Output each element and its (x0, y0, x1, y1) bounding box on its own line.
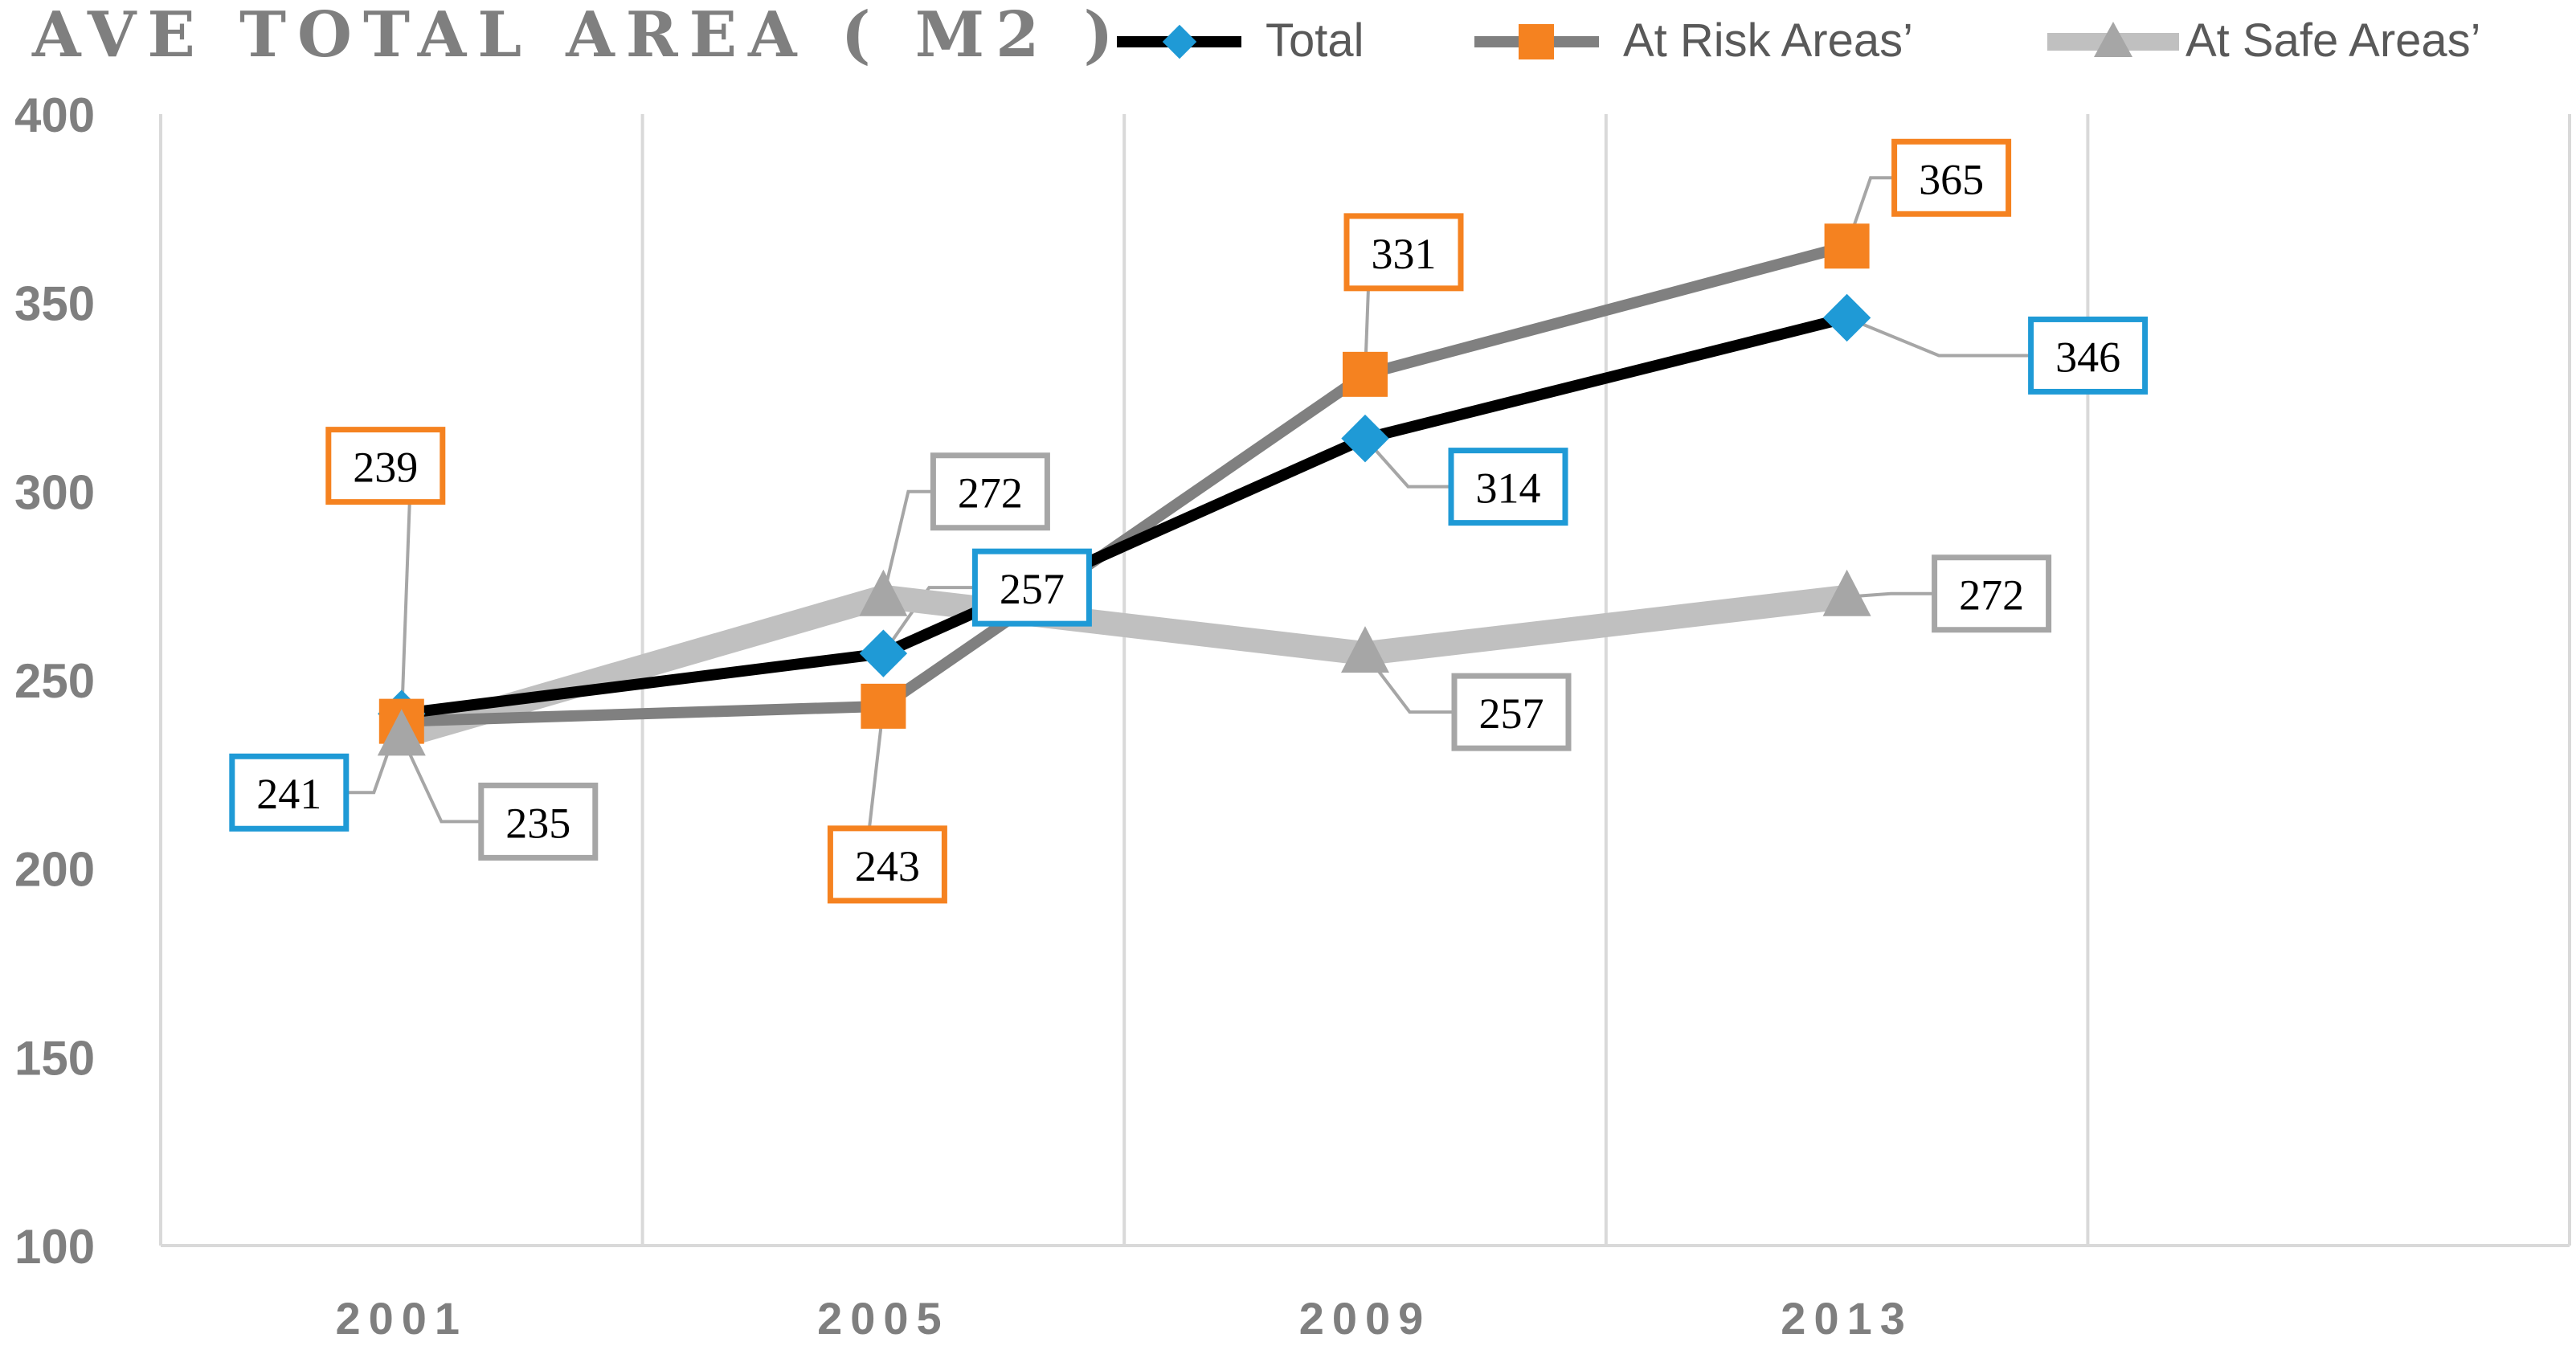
data-point-total (1822, 293, 1871, 342)
data-label: 272 (1959, 571, 2024, 620)
data-point-at-risk (1343, 351, 1388, 397)
data-label-box (1891, 138, 2012, 217)
y-tick-label: 400 (14, 88, 95, 142)
data-label-connector (881, 489, 934, 598)
data-label-connector (1364, 652, 1454, 714)
data-point-total (859, 629, 908, 677)
data-label-box (478, 782, 599, 861)
data-label: 272 (958, 469, 1023, 518)
data-label-connector (881, 586, 975, 655)
data-label: 314 (1476, 464, 1541, 513)
data-label-connectors (346, 176, 2031, 830)
data-point-at-safe (1341, 626, 1389, 673)
legend: Total At Risk Areas’ At Safe Areas’ (1117, 14, 2481, 67)
legend-item-at-risk: At Risk Areas’ (1474, 14, 1913, 67)
data-label-connector (1364, 437, 1451, 489)
x-tick-label: 2009 (1299, 1293, 1432, 1344)
chart-title: AVE TOTAL AREA ( M2 ) (31, 0, 1124, 72)
y-tick-label: 250 (14, 654, 95, 708)
data-label-connector (399, 735, 481, 824)
data-label-connector (1846, 591, 1935, 599)
y-tick-label: 350 (14, 277, 95, 331)
data-label: 257 (1479, 689, 1544, 738)
data-label-box (827, 825, 947, 904)
data-label: 257 (1000, 565, 1065, 613)
data-label-box (1343, 213, 1464, 292)
legend-marker-at-safe (2094, 22, 2132, 57)
data-label: 346 (2055, 333, 2120, 381)
legend-label-at-safe: At Safe Areas’ (2186, 14, 2481, 67)
data-label: 241 (256, 770, 321, 818)
data-label-box (930, 452, 1050, 531)
y-tick-label: 100 (14, 1220, 95, 1274)
y-tick-label: 150 (14, 1031, 95, 1085)
series-line-0 (400, 312, 1849, 720)
legend-marker-at-risk (1519, 24, 1554, 59)
legend-label-at-risk: At Risk Areas’ (1623, 14, 1913, 67)
data-label: 243 (855, 842, 920, 890)
data-label-box (1451, 673, 1572, 751)
axes: 100 150 200 250 300 350 400 2001 2005 2009 2013 (14, 88, 2570, 1344)
series-line-2 (398, 584, 1849, 748)
data-point-at-safe (859, 569, 908, 616)
data-label-box (325, 427, 446, 505)
data-label-box (1932, 554, 2052, 633)
data-label-box (2028, 316, 2149, 395)
data-label-connector (399, 500, 418, 722)
data-label: 239 (353, 444, 418, 492)
series-lines (398, 240, 1849, 748)
data-label: 331 (1372, 230, 1437, 278)
x-tick-label: 2001 (336, 1293, 468, 1344)
data-point-at-safe (1822, 569, 1871, 616)
y-tick-label: 300 (14, 465, 95, 519)
grid-layer (159, 114, 2571, 1246)
data-label: 235 (505, 799, 570, 847)
data-point-at-risk (1824, 223, 1870, 269)
data-point-at-safe (377, 709, 426, 756)
data-label: 365 (1919, 155, 1984, 203)
data-label-box (971, 548, 1092, 627)
data-label-box (1448, 448, 1568, 526)
x-tick-label: 2005 (817, 1293, 950, 1344)
series-markers (377, 223, 1871, 756)
y-tick-label: 200 (14, 843, 95, 897)
data-point-total (1341, 414, 1389, 463)
legend-item-at-safe: At Safe Areas’ (2047, 14, 2481, 67)
legend-marker-total (1162, 24, 1197, 59)
data-label-connector (1846, 316, 2031, 358)
data-point-at-risk (861, 683, 906, 729)
legend-item-total: Total (1117, 14, 1364, 67)
legend-label-total: Total (1266, 14, 1364, 67)
x-tick-label: 2013 (1781, 1293, 1913, 1344)
data-label-box (229, 753, 350, 832)
data-labels: 241 257 314 346 239 243 331 365 235 272 257 272 (229, 138, 2149, 904)
data-label-connector (1845, 176, 1895, 247)
